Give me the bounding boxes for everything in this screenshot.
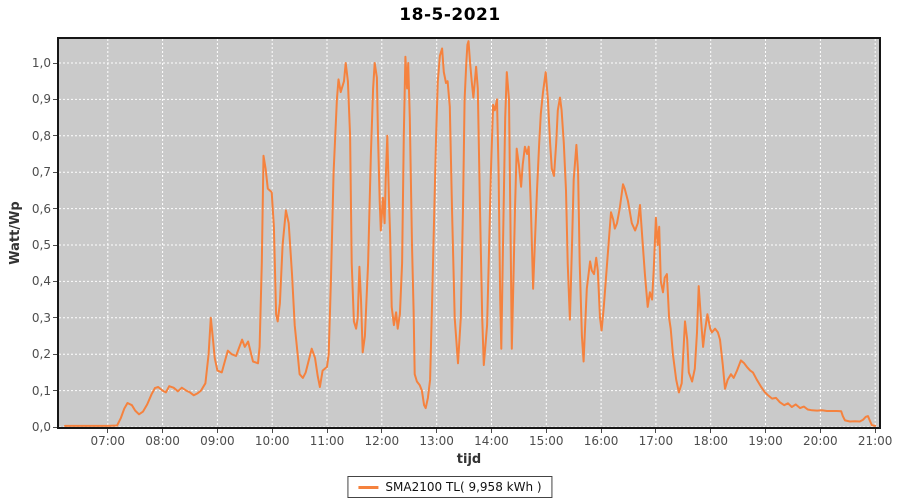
x-tick-label: 11:00 — [309, 434, 345, 448]
x-tick-label: 12:00 — [364, 434, 400, 448]
x-tick-mark — [436, 429, 438, 433]
y-tick-label: 0,0 — [31, 420, 51, 434]
x-tick-mark — [545, 429, 547, 433]
legend-box: SMA2100 TL( 9,958 kWh ) — [347, 476, 553, 498]
y-tick-label: 0,9 — [31, 92, 51, 107]
x-tick-label: 15:00 — [528, 434, 564, 448]
legend-line-swatch — [358, 485, 379, 489]
x-tick-label: 14:00 — [474, 434, 509, 448]
x-tick-label: 09:00 — [200, 434, 235, 448]
y-tick-label: 1,0 — [31, 56, 51, 71]
y-tick-mark — [53, 244, 57, 246]
y-tick-mark — [53, 98, 57, 100]
x-tick-label: 18:00 — [693, 434, 729, 448]
x-tick-mark — [874, 429, 876, 433]
x-tick-label: 13:00 — [419, 434, 454, 448]
x-tick-mark — [710, 429, 712, 433]
x-tick-mark — [216, 429, 218, 433]
plot-canvas — [59, 39, 879, 427]
y-tick-mark — [53, 171, 57, 173]
y-tick-mark — [53, 426, 57, 428]
x-tick-mark — [600, 429, 602, 433]
y-tick-mark — [53, 353, 57, 355]
plot-area — [57, 37, 881, 429]
y-tick-mark — [53, 135, 57, 137]
y-tick-label: 0,3 — [31, 310, 51, 325]
y-tick-label: 0,4 — [31, 274, 51, 289]
x-tick-mark — [819, 429, 821, 433]
x-tick-label: 07:00 — [90, 434, 126, 448]
legend-series-label: SMA2100 TL( 9,958 kWh ) — [385, 480, 542, 494]
y-tick-label: 0,8 — [31, 128, 51, 143]
x-tick-mark — [107, 429, 109, 433]
x-tick-label: 20:00 — [803, 434, 838, 448]
y-tick-mark — [53, 208, 57, 210]
y-tick-mark — [53, 317, 57, 319]
series-line — [64, 40, 877, 427]
x-tick-label: 08:00 — [145, 434, 180, 448]
y-tick-mark — [53, 62, 57, 64]
x-tick-mark — [490, 429, 492, 433]
x-tick-label: 10:00 — [254, 434, 290, 448]
x-tick-mark — [326, 429, 328, 433]
x-tick-mark — [381, 429, 383, 433]
y-tick-mark — [53, 390, 57, 392]
x-tick-label: 21:00 — [857, 434, 893, 448]
x-tick-label: 16:00 — [583, 434, 619, 448]
x-tick-label: 19:00 — [748, 434, 783, 448]
x-tick-mark — [655, 429, 657, 433]
y-tick-label: 0,1 — [31, 383, 51, 398]
x-tick-mark — [271, 429, 273, 433]
y-tick-label: 0,2 — [31, 347, 51, 362]
y-tick-label: 0,6 — [31, 201, 51, 216]
y-tick-mark — [53, 280, 57, 282]
x-axis-title: tijd — [456, 452, 482, 467]
x-tick-mark — [765, 429, 767, 433]
y-tick-label: 0,7 — [31, 165, 51, 180]
x-tick-label: 17:00 — [638, 434, 674, 448]
x-tick-mark — [162, 429, 164, 433]
y-tick-label: 0,5 — [31, 238, 51, 252]
chart-title: 18-5-2021 — [399, 5, 501, 25]
